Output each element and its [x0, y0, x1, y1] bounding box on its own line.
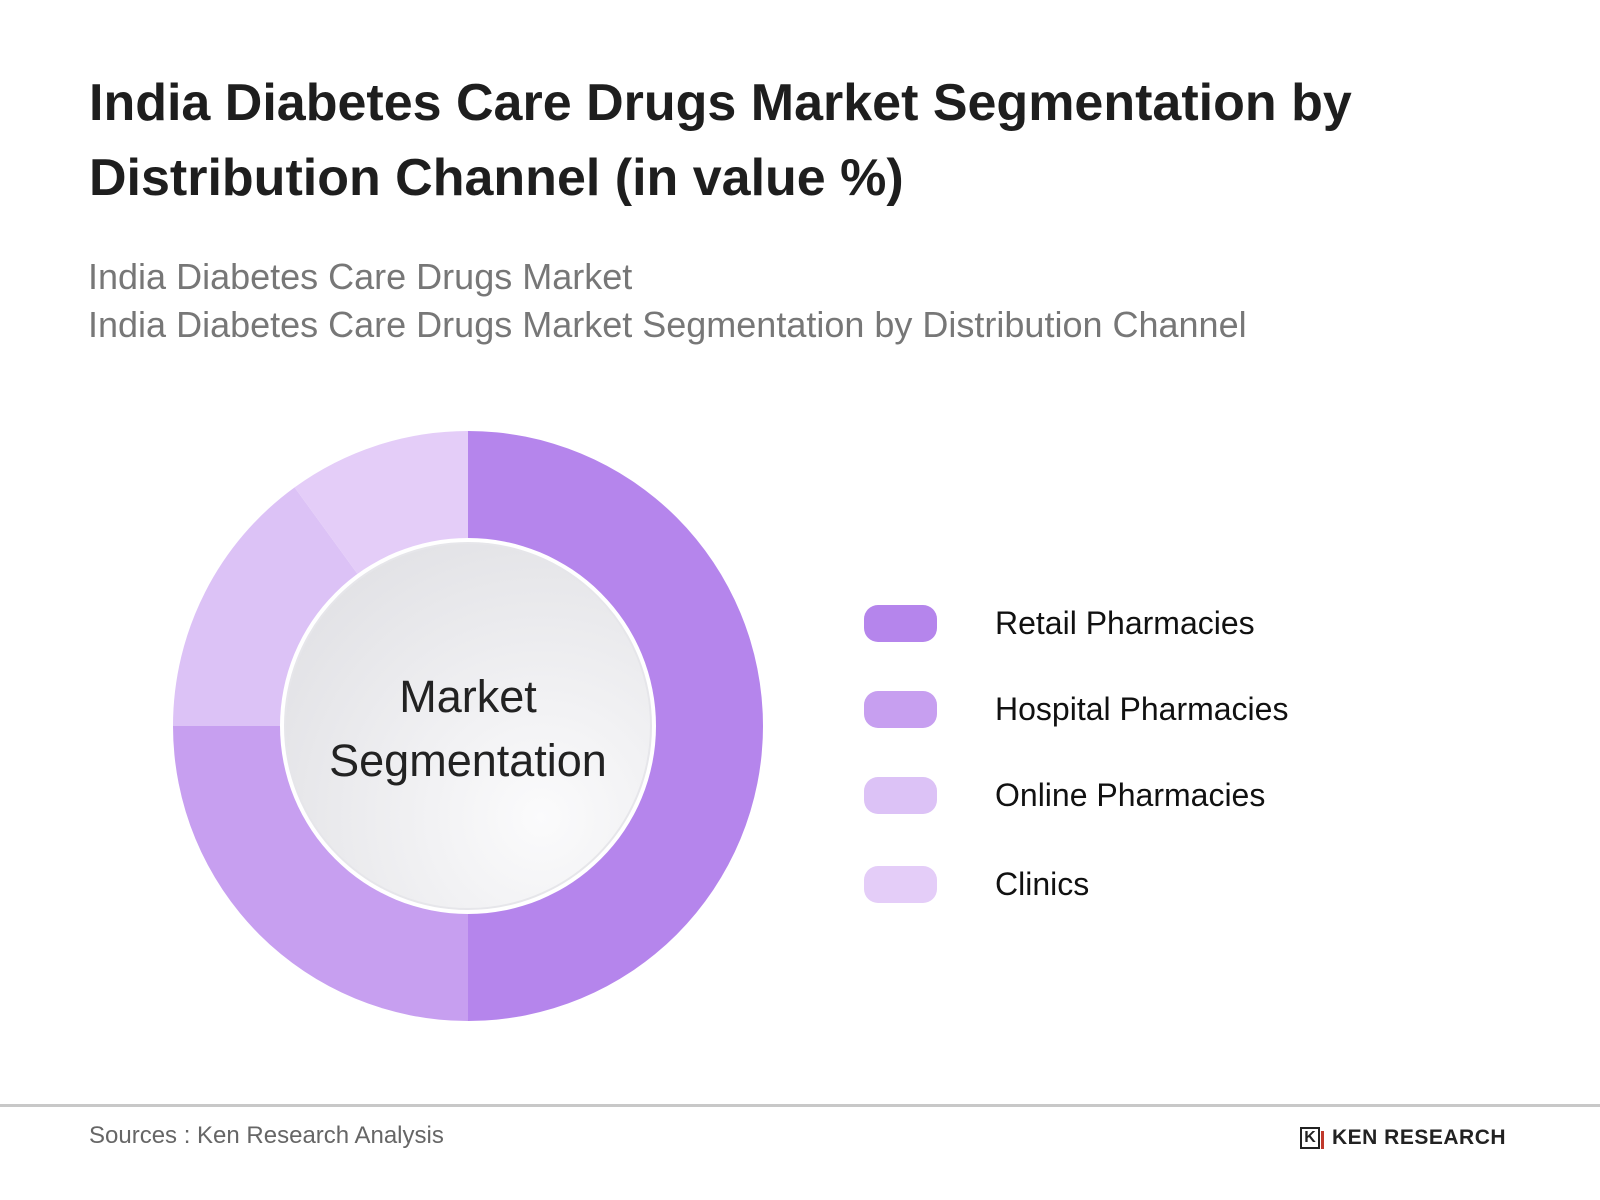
- subtitle-segmentation: India Diabetes Care Drugs Market Segment…: [88, 304, 1247, 345]
- center-label-line2: Segmentation: [329, 735, 607, 786]
- legend-label: Online Pharmacies: [995, 777, 1266, 813]
- legend-item-clinics: Clinics: [864, 866, 1464, 903]
- legend-swatch: [864, 866, 937, 903]
- legend-swatch: [864, 777, 937, 814]
- chart-title: India Diabetes Care Drugs Market Segment…: [89, 74, 1352, 207]
- donut-hole: [284, 542, 652, 910]
- legend-item-online: Online Pharmacies: [864, 777, 1464, 814]
- legend-item-retail: Retail Pharmacies: [864, 605, 1464, 642]
- ken-research-logo: K KEN RESEARCH: [1300, 1126, 1506, 1150]
- subtitle-market: India Diabetes Care Drugs Market: [88, 256, 633, 297]
- legend-label: Retail Pharmacies: [995, 605, 1255, 641]
- legend-label: Hospital Pharmacies: [995, 691, 1289, 727]
- source-note: Sources : Ken Research Analysis: [89, 1122, 444, 1149]
- donut-slice-hospital-pharmacies: [173, 726, 468, 1021]
- legend-swatch: [864, 691, 937, 728]
- legend-label: Clinics: [995, 866, 1090, 902]
- legend-item-hospital: Hospital Pharmacies: [864, 691, 1464, 728]
- footer-divider: [0, 1104, 1600, 1107]
- legend-swatch: [864, 605, 937, 642]
- center-label: Market Segmentation: [278, 665, 658, 793]
- center-label-line1: Market: [399, 671, 537, 722]
- logo-k-icon: K: [1300, 1127, 1324, 1149]
- logo-text: KEN RESEARCH: [1332, 1126, 1507, 1149]
